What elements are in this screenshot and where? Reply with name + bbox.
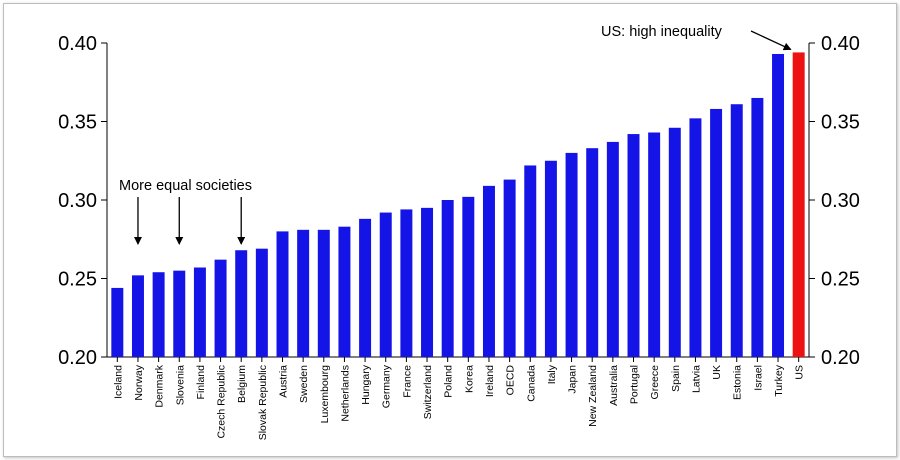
y-tick-label-left: 0.25 (58, 269, 97, 291)
bar-israel (751, 97, 764, 357)
y-tick-label-left: 0.30 (58, 190, 97, 212)
x-tick-label: Poland (443, 365, 455, 398)
x-tick-label: Denmark (154, 364, 166, 407)
bar-belgium (235, 250, 248, 357)
x-tick-label: US (794, 365, 806, 380)
x-tick-label: Slovak Republic (257, 365, 269, 440)
y-tick-label-left: 0.40 (58, 33, 97, 55)
bar-greece (648, 132, 661, 357)
x-tick-label: New Zealand (587, 365, 599, 427)
x-tick-label: Turkey (773, 364, 785, 396)
y-tick-label-right: 0.20 (821, 347, 860, 369)
x-tick-label: UK (711, 365, 723, 380)
bar-norway (131, 275, 144, 357)
arrow-us (750, 30, 792, 51)
x-tick-label: Australia (608, 365, 620, 406)
x-tick-label: OECD (505, 365, 517, 396)
x-tick-label: Slovenia (174, 365, 186, 405)
x-tick-label: Germany (381, 364, 393, 408)
x-tick-label: Italy (546, 364, 558, 384)
x-tick-label: Greece (649, 365, 661, 400)
bar-germany (379, 212, 392, 357)
bar-korea (462, 196, 475, 357)
bar-latvia (689, 118, 702, 357)
x-tick-label: Finland (195, 365, 207, 400)
bar-finland (193, 267, 206, 357)
bar-estonia (730, 104, 743, 357)
bar-slovak-republic (255, 248, 268, 357)
x-tick-label: Latvia (690, 365, 702, 393)
bar-australia (606, 141, 619, 357)
bar-chart: 0.20 0.20 0.25 0.25 0.30 0.30 0.35 0.35 0.40 0.40… (58, 24, 860, 440)
x-tick-label: Belgium (236, 365, 248, 403)
x-tick-label: Austria (278, 365, 290, 398)
bar-ireland (482, 185, 495, 357)
y-tick-label-right: 0.35 (821, 112, 860, 134)
y-tick-label-right: 0.30 (821, 190, 860, 212)
bar-portugal (627, 134, 640, 357)
annotation-us-inequality: US: high inequality (601, 24, 723, 40)
x-tick-label: Korea (463, 365, 475, 393)
bar-canada (524, 165, 537, 357)
bar-hungary (359, 218, 372, 357)
bar-japan (565, 152, 578, 357)
y-tick-label-left: 0.20 (58, 347, 97, 369)
x-tick-label: Hungary (360, 364, 372, 404)
x-tick-label: Israel (752, 365, 764, 391)
bar-france (400, 209, 413, 357)
annotation-more-equal: More equal societies (119, 178, 252, 194)
bar-switzerland (421, 207, 434, 357)
y-tick-label-right: 0.25 (821, 269, 860, 291)
bar-new-zealand (586, 148, 599, 357)
bar-turkey (772, 53, 785, 358)
x-tick-label: Netherlands (339, 365, 351, 422)
x-tick-label: Switzerland (422, 365, 434, 419)
axes (101, 42, 815, 362)
x-tick-label: Estonia (732, 365, 744, 400)
x-tick-label: Sweden (298, 365, 310, 403)
bar-poland (441, 200, 454, 357)
bar-netherlands (338, 226, 351, 357)
x-tick-label: Canada (525, 365, 537, 402)
x-tick-label: Iceland (112, 365, 124, 399)
x-tick-labels: Iceland Norway Denmark Slovenia Finland Czech… (112, 364, 805, 440)
x-tick-label: Czech Republic (216, 365, 228, 439)
x-tick-label: Portugal (629, 365, 641, 404)
bar-denmark (152, 272, 165, 357)
bar-uk (710, 108, 723, 357)
x-tick-label: Norway (133, 364, 145, 400)
bar-iceland (111, 287, 124, 357)
y-tick-label-left: 0.35 (58, 112, 97, 134)
bar-oecd (503, 179, 516, 357)
bar-us (792, 52, 805, 358)
bar-sweden (297, 229, 310, 357)
chart-frame: 0.20 0.20 0.25 0.25 0.30 0.30 0.35 0.35 0.40 0.40… (3, 3, 897, 457)
x-tick-label: Japan (567, 365, 579, 394)
bars (111, 52, 805, 358)
bar-italy (544, 160, 557, 357)
annotations: More equal societies US: high inequality (119, 24, 792, 245)
x-tick-label: Spain (670, 365, 682, 392)
bar-czech-republic (214, 259, 227, 357)
bar-austria (276, 231, 289, 357)
x-tick-label: Luxembourg (319, 365, 331, 424)
bar-spain (668, 127, 681, 357)
bar-slovenia (173, 270, 186, 357)
x-tick-label: France (401, 365, 413, 398)
y-tick-label-right: 0.40 (821, 33, 860, 55)
bar-luxembourg (317, 229, 330, 357)
x-tick-label: Ireland (484, 365, 496, 397)
y-tick-labels: 0.20 0.20 0.25 0.25 0.30 0.30 0.35 0.35 0.40 0.40 (58, 33, 860, 369)
